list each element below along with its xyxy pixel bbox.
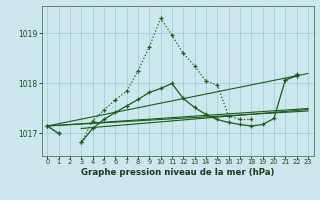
X-axis label: Graphe pression niveau de la mer (hPa): Graphe pression niveau de la mer (hPa) bbox=[81, 168, 274, 177]
